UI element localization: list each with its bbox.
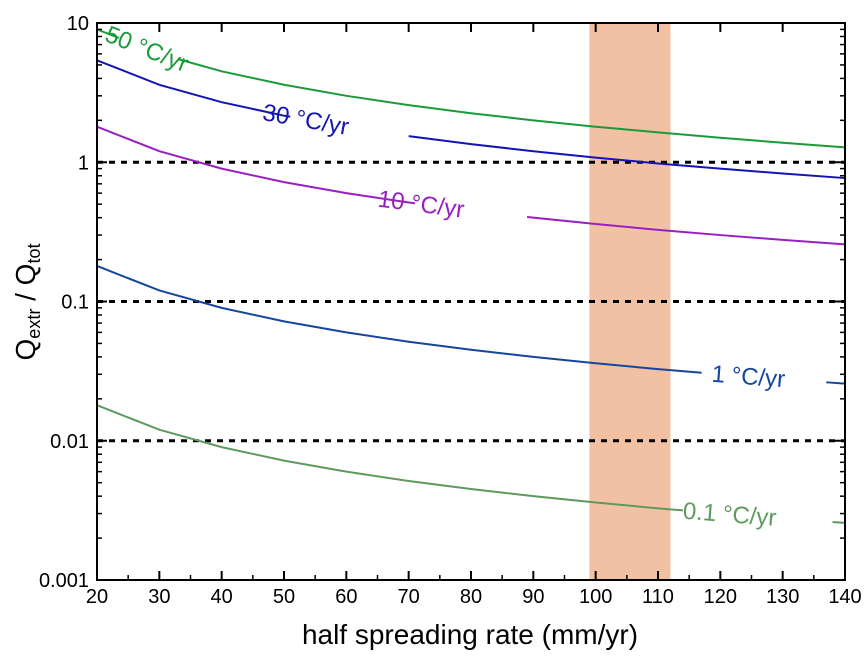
y-tick-label-1: 0.01	[50, 431, 89, 453]
series-label-4: 0.1 °C/yr	[682, 498, 777, 532]
x-tick-label-10: 120	[704, 586, 737, 608]
x-axis-title: half spreading rate (mm/yr)	[302, 619, 638, 650]
series-line-2-b	[526, 215, 846, 246]
series-line-4-a	[96, 404, 684, 512]
x-tick-label-9: 110	[642, 586, 674, 608]
x-tick-label-7: 90	[522, 586, 544, 608]
series-label-3: 1 °C/yr	[711, 361, 786, 394]
x-tick-label-4: 60	[335, 586, 357, 608]
series-line-0-b	[177, 58, 846, 149]
y-tick-label-3: 1	[78, 152, 89, 174]
y-tick-label-0: 0.001	[39, 570, 89, 592]
series-line-3-a	[96, 265, 702, 374]
y-axis-title-q1: Q	[10, 339, 41, 361]
y-axis-title-sub2: tot	[24, 244, 44, 264]
x-tick-label-0: 20	[86, 586, 108, 608]
x-tick-label-2: 40	[211, 586, 233, 608]
y-axis-title-q2: Q	[10, 264, 41, 286]
y-axis-title-sub1: extr	[24, 309, 44, 339]
x-tick-label-6: 80	[460, 586, 482, 608]
series-line-4-b	[832, 521, 846, 524]
x-tick-label-3: 50	[273, 586, 295, 608]
y-tick-label-2: 0.1	[61, 292, 89, 314]
reference-lines-layer	[97, 160, 845, 443]
series-label-1: 30 °C/yr	[261, 99, 351, 141]
series-line-0-a	[96, 28, 120, 39]
y-tick-label-4: 10	[67, 13, 89, 35]
x-tick-label-5: 70	[398, 586, 420, 608]
y-axis-title: Qextr / Qtot	[10, 244, 44, 361]
x-tick-label-11: 130	[766, 586, 799, 608]
series-line-1-a	[96, 59, 291, 118]
series-label-0: 50 °C/yr	[101, 21, 192, 78]
series-layer	[96, 28, 846, 524]
series-label-2: 10 °C/yr	[376, 186, 466, 224]
series-line-2-a	[96, 125, 416, 205]
axes-layer: 20 30 40 50 60 70 80 90 100 110 120 130 1400.0010.01…	[39, 13, 862, 608]
y-axis-title-separator: /	[10, 285, 41, 308]
x-tick-label-8: 100	[579, 586, 612, 608]
x-tick-label-1: 30	[148, 586, 170, 608]
series-line-3-b	[826, 381, 846, 385]
x-tick-label-12: 140	[828, 586, 861, 608]
series-line-1-b	[408, 135, 846, 180]
